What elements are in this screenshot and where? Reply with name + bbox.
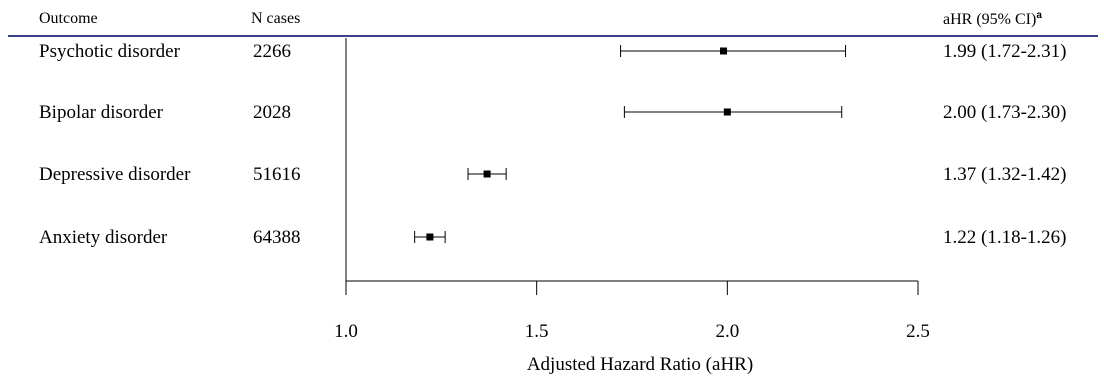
row-hr-bipolar: 2.00 (1.73-2.30) <box>943 102 1067 123</box>
x-tick-label-2.0: 2.0 <box>715 321 739 342</box>
row-n-anxiety: 64388 <box>253 227 301 248</box>
point-estimate-depressive <box>483 170 491 178</box>
x-tick-label-2.5: 2.5 <box>906 321 930 342</box>
row-hr-anxiety: 1.22 (1.18-1.26) <box>943 227 1067 248</box>
header-n-cases: N cases <box>251 10 301 27</box>
header-ahr: aHR (95% CI)a <box>943 11 1042 28</box>
row-label-bipolar: Bipolar disorder <box>39 102 164 123</box>
point-estimate-psychotic <box>720 47 728 55</box>
header-divider <box>8 35 1098 37</box>
row-n-psychotic: 2266 <box>253 41 291 62</box>
row-label-anxiety: Anxiety disorder <box>39 227 168 248</box>
row-label-psychotic: Psychotic disorder <box>39 41 180 62</box>
x-axis-title: Adjusted Hazard Ratio (aHR) <box>527 354 753 375</box>
x-tick-label-1.5: 1.5 <box>525 321 549 342</box>
row-label-depressive: Depressive disorder <box>39 164 191 185</box>
x-tick-label-1.0: 1.0 <box>334 321 358 342</box>
header-ahr-footnote-marker: a <box>1036 10 1042 21</box>
header-ahr-label: aHR (95% CI) <box>943 11 1037 28</box>
row-n-bipolar: 2028 <box>253 102 291 123</box>
row-hr-depressive: 1.37 (1.32-1.42) <box>943 164 1067 185</box>
point-estimate-bipolar <box>723 108 731 116</box>
point-estimate-anxiety <box>426 233 434 241</box>
row-hr-psychotic: 1.99 (1.72-2.31) <box>943 41 1067 62</box>
row-n-depressive: 51616 <box>253 164 301 185</box>
header-outcome: Outcome <box>39 10 98 27</box>
